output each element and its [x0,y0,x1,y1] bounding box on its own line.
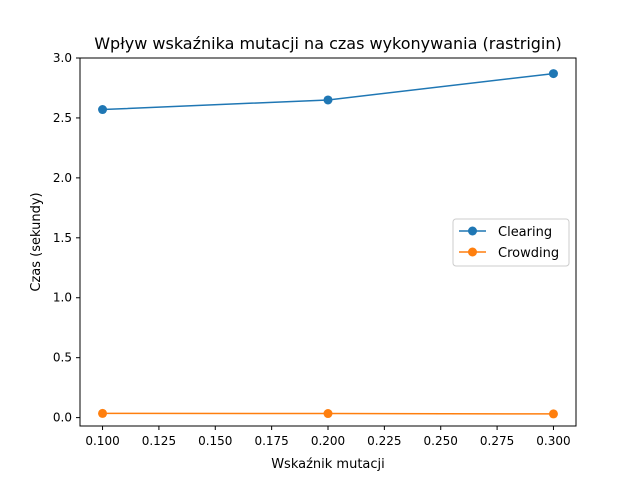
y-tick-label: 2.5 [53,111,72,125]
y-tick-label: 2.0 [53,171,72,185]
legend-marker-clearing [468,226,477,236]
x-tick-label: 0.100 [85,434,119,448]
y-tick-label: 3.0 [53,51,72,65]
x-axis: 0.100 0.125 0.150 0.175 0.200 0.225 0.250 0.275… [85,426,571,448]
x-tick-label: 0.175 [254,434,288,448]
legend-label-crowding: Crowding [498,246,559,261]
y-axis: 0.0 0.5 1.0 1.5 2.0 2.5 3.0 [53,51,80,425]
data-point-clearing [98,105,108,115]
chart-title: Wpływ wskaźnika mutacji na czas wykonywa… [94,34,562,53]
data-point-clearing [323,95,333,105]
x-tick-label: 0.300 [536,434,570,448]
data-point-crowding [98,408,108,418]
data-point-crowding [548,409,558,419]
x-tick-label: 0.200 [311,434,345,448]
y-axis-title: Czas (sekundy) [29,192,44,291]
x-tick-label: 0.225 [367,434,401,448]
x-axis-title: Wskaźnik mutacji [271,457,385,472]
legend: Clearing Crowding [452,218,570,267]
y-tick-label: 0.0 [53,411,72,425]
legend-marker-crowding [468,247,477,257]
data-point-crowding [323,409,333,419]
x-tick-label: 0.250 [424,434,458,448]
data-point-clearing [548,69,558,79]
x-tick-label: 0.150 [198,434,232,448]
y-tick-label: 1.5 [53,231,72,245]
y-tick-label: 1.0 [53,291,72,305]
legend-label-clearing: Clearing [498,225,552,240]
y-tick-label: 0.5 [53,351,72,365]
x-tick-label: 0.125 [142,434,176,448]
series-layer [98,69,558,419]
x-tick-label: 0.275 [480,434,514,448]
